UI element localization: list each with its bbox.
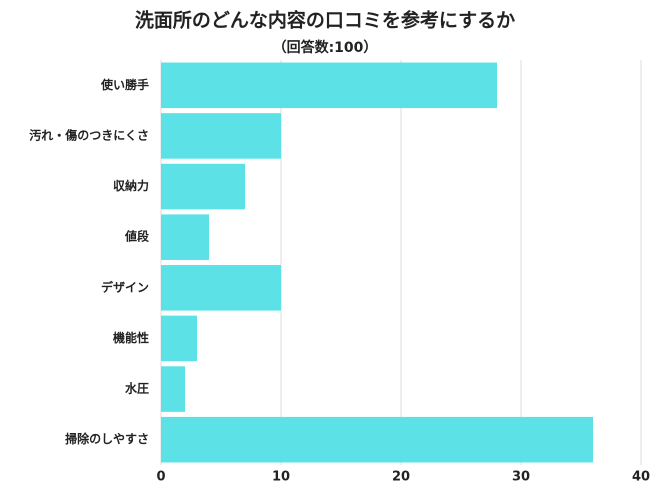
- y-tick-label: 値段: [124, 229, 150, 244]
- chart-subtitle: （回答数:100）: [273, 39, 378, 56]
- y-tick-label: 使い勝手: [100, 77, 149, 92]
- y-tick-label: 掃除のしやすさ: [65, 431, 149, 446]
- y-tick-label: 汚れ・傷のつきにくさ: [29, 127, 149, 142]
- x-tick-label: 30: [512, 470, 530, 485]
- bar: [161, 265, 281, 311]
- x-tick-label: 40: [632, 470, 650, 485]
- chart-title: 洗面所のどんな内容の口コミを参考にするか: [135, 9, 515, 32]
- bar: [161, 163, 245, 210]
- bar: [161, 214, 209, 260]
- bar: [161, 416, 593, 463]
- bar: [161, 366, 185, 412]
- y-tick-label: 機能性: [113, 330, 149, 345]
- x-tick-label: 10: [272, 470, 290, 485]
- y-tick-label: 水圧: [125, 381, 149, 396]
- bar: [161, 113, 281, 159]
- x-tick-label: 0: [156, 470, 165, 485]
- y-tick-label: デザイン: [101, 279, 149, 294]
- x-tick-label: 20: [392, 470, 410, 485]
- bar: [161, 62, 497, 109]
- y-tick-label: 収納力: [113, 178, 149, 193]
- bar: [161, 315, 197, 362]
